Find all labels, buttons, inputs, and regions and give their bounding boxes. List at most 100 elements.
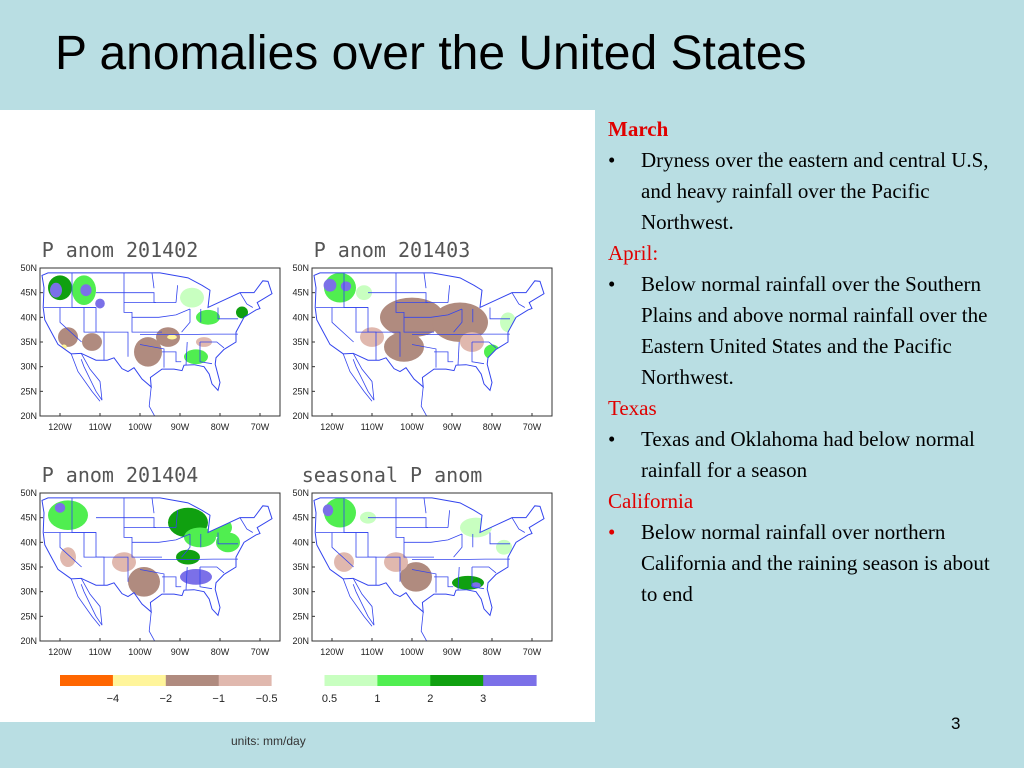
boundary-line (447, 285, 450, 303)
lat-tick-label: 25N (20, 611, 37, 621)
anomaly-region (167, 334, 177, 340)
lon-tick-label: 70W (251, 422, 270, 432)
boundary-line (71, 497, 129, 582)
lon-tick-label: 80W (211, 647, 230, 657)
anomaly-region (50, 282, 62, 298)
lon-tick-label: 110W (89, 422, 112, 432)
boundary-line (396, 517, 448, 528)
map-panel: P anom 201402 50N 45N 40N 35N 30N 25N 20N 120W 11… (20, 238, 281, 432)
colorbar-label: 1 (374, 693, 380, 705)
boundary-line (472, 341, 497, 349)
note-april: April: • Below normal rainfall over the S… (608, 238, 1008, 393)
boundary-line (472, 566, 497, 574)
anomaly-region (496, 539, 512, 555)
boundary-line (395, 497, 434, 558)
boundary-line (124, 517, 176, 528)
boundary-line (411, 569, 437, 593)
boundary-line (83, 532, 105, 586)
boundary-line (199, 567, 213, 590)
colorbar-swatch (377, 675, 431, 686)
lat-tick-label: 35N (292, 337, 309, 347)
colorbar-label: 2 (427, 693, 433, 705)
boundary-line (239, 292, 253, 308)
boundary-line (80, 353, 103, 401)
colorbar-label: −1 (212, 693, 225, 705)
boundary-line (404, 533, 463, 543)
lon-tick-label: 120W (48, 422, 72, 432)
boundary-line (511, 292, 525, 308)
lon-tick-label: 120W (48, 647, 72, 657)
boundary-line (139, 569, 165, 593)
anomaly-region (323, 278, 337, 292)
boundary-line (239, 517, 253, 533)
boundary-line (162, 576, 182, 588)
anomaly-region (460, 517, 492, 538)
lat-tick-label: 35N (20, 337, 37, 347)
anomaly-region (128, 567, 160, 597)
lon-tick-label: 80W (483, 647, 502, 657)
lon-tick-label: 90W (171, 647, 190, 657)
lat-tick-label: 45N (20, 288, 37, 298)
colorbar-swatch (483, 675, 537, 686)
boundary-line (453, 308, 463, 333)
lat-tick-label: 50N (292, 488, 309, 498)
anomaly-region (236, 306, 248, 319)
boundary-line (331, 532, 354, 568)
lon-tick-label: 100W (128, 422, 152, 432)
colorbar-label: 3 (480, 693, 486, 705)
boundary-line (162, 351, 182, 363)
note-bullet: Texas and Oklahoma had below normal rain… (641, 427, 975, 482)
lon-tick-label: 100W (400, 647, 424, 657)
colorbar-swatch (218, 675, 273, 686)
lat-tick-label: 45N (20, 513, 37, 523)
boundary-line (124, 292, 176, 303)
anomaly-region (432, 302, 488, 342)
note-bullet: Below normal rainfall over the Southern … (641, 272, 988, 389)
notes-text: March • Dryness over the eastern and cent… (608, 114, 1008, 610)
anomaly-region (384, 332, 424, 362)
colorbar-label: 0.5 (322, 693, 337, 705)
boundary-line (71, 272, 129, 357)
boundary-line (217, 532, 238, 545)
boundary-line (352, 578, 375, 626)
boundary-line (181, 308, 191, 333)
boundary-line (70, 578, 101, 627)
boundary-line (148, 386, 156, 416)
note-texas: Texas • Texas and Oklahoma had below nor… (608, 393, 1008, 486)
boundary-line (148, 611, 156, 641)
lat-tick-label: 30N (292, 362, 309, 372)
boundary-line (175, 510, 178, 528)
note-heading: California (608, 489, 694, 513)
colorbar-swatch (271, 675, 325, 686)
map-panel: P anom 201404 50N 45N 40N 35N 30N 25N 20N 120W 11… (20, 463, 281, 657)
boundary-line (457, 566, 460, 591)
anomaly-region (484, 344, 500, 360)
lon-tick-label: 110W (361, 647, 384, 657)
boundary-line (181, 533, 191, 558)
anomaly-region (400, 562, 432, 592)
boundary-line (420, 611, 428, 641)
lat-tick-label: 25N (20, 386, 37, 396)
note-bullet: Below normal rainfall over northern Cali… (641, 520, 990, 606)
boundary-line (434, 576, 454, 588)
anomaly-region (184, 349, 208, 365)
boundary-line (185, 566, 188, 591)
page-number: 3 (951, 714, 961, 733)
lat-tick-label: 25N (292, 386, 309, 396)
boundary-line (217, 307, 238, 320)
boundary-line (471, 567, 485, 590)
lat-tick-label: 20N (20, 411, 37, 421)
boundary-line (423, 497, 427, 514)
boundary-line (70, 353, 101, 402)
units-label: units: mm/day (231, 734, 306, 748)
maps-figure: P anom 201402 50N 45N 40N 35N 30N 25N 20N 120W 11… (0, 110, 595, 748)
lon-tick-label: 120W (320, 647, 344, 657)
boundary-line (331, 307, 354, 343)
lon-tick-label: 110W (361, 422, 384, 432)
anomaly-region (360, 327, 384, 347)
bullet-icon: • (608, 148, 616, 172)
boundary-line (489, 307, 510, 320)
boundary-line (83, 307, 105, 361)
anomaly-region (340, 281, 352, 292)
